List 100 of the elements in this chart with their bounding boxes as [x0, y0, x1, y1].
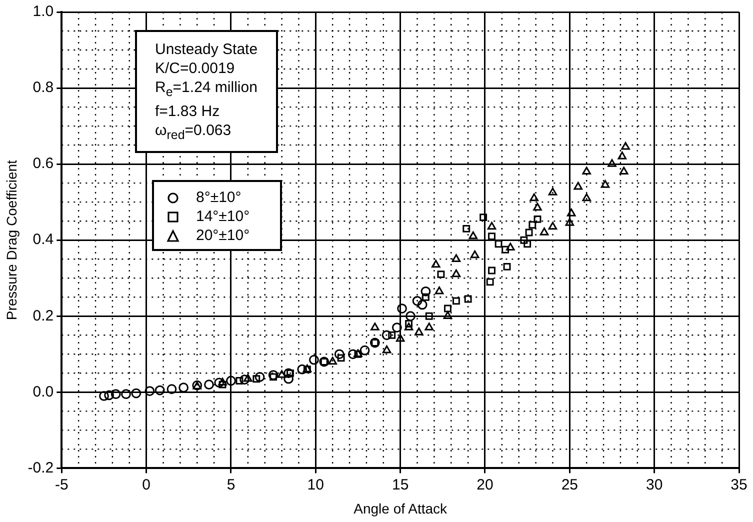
point	[533, 202, 542, 211]
point	[608, 159, 616, 167]
point	[131, 388, 142, 398]
point	[297, 364, 308, 374]
point	[144, 386, 155, 396]
point	[268, 370, 278, 380]
point	[462, 224, 470, 232]
point	[420, 286, 431, 296]
y-tick-label: 0.0	[32, 383, 54, 400]
point	[236, 377, 244, 384]
point	[494, 240, 502, 248]
point	[422, 293, 430, 301]
point	[397, 304, 407, 314]
annotation: R$_{e}$=1.24 million	[155, 78, 258, 101]
point	[488, 232, 496, 240]
y-tick-label: 1.0	[32, 3, 54, 20]
point	[110, 389, 121, 400]
y-tick-label: 0.2	[32, 307, 54, 324]
y-tick-label: 0.8	[32, 79, 54, 96]
point	[218, 380, 226, 388]
point	[204, 380, 214, 390]
point	[470, 250, 480, 258]
point	[464, 295, 472, 303]
x-tick-label: 0	[142, 476, 150, 494]
point	[619, 166, 628, 175]
point	[414, 328, 424, 336]
legend-label: 14°±10°	[196, 207, 250, 226]
point	[437, 270, 445, 278]
y-tick-label: 0.4	[32, 231, 54, 248]
point	[254, 372, 265, 382]
point	[244, 374, 252, 382]
point	[337, 354, 345, 362]
point	[252, 375, 260, 383]
point	[480, 214, 488, 222]
point	[574, 182, 583, 190]
point	[534, 215, 542, 223]
point	[468, 231, 478, 240]
point	[443, 311, 452, 319]
point	[360, 345, 370, 356]
point	[284, 368, 294, 378]
point	[582, 193, 591, 202]
point	[432, 260, 440, 268]
point	[277, 370, 286, 378]
point	[284, 374, 294, 384]
point	[286, 369, 294, 377]
point	[540, 228, 549, 236]
point	[524, 240, 532, 248]
point	[506, 242, 515, 251]
point	[452, 269, 461, 278]
point	[412, 296, 422, 306]
point	[404, 322, 414, 330]
legend-label: 8°±10°	[196, 188, 242, 207]
point	[487, 222, 496, 230]
point	[618, 152, 627, 160]
annotation: Unsteady State	[155, 40, 258, 59]
point	[270, 373, 278, 381]
point	[452, 254, 461, 262]
point	[530, 193, 538, 202]
legend-label: 20°±10°	[196, 226, 250, 245]
point	[444, 304, 452, 312]
point	[309, 354, 319, 365]
point	[425, 312, 433, 320]
point	[486, 278, 494, 286]
x-tick-label: 30	[646, 476, 663, 494]
point	[154, 385, 165, 396]
point	[452, 297, 460, 305]
point	[104, 390, 114, 400]
point	[503, 262, 511, 270]
point	[99, 391, 109, 401]
x-tick-label: 10	[307, 476, 324, 494]
x-tick-label: -5	[54, 476, 68, 494]
x-tick-label: 5	[226, 476, 236, 494]
point	[392, 322, 402, 332]
x-tick-label: 25	[561, 476, 578, 494]
y-axis-title: Pressure Drag Coefficient	[3, 160, 20, 320]
point	[214, 378, 224, 388]
point	[226, 376, 236, 386]
x-tick-label: 15	[392, 476, 409, 494]
point	[528, 221, 536, 229]
point	[240, 374, 250, 385]
point	[417, 300, 428, 310]
point	[566, 208, 576, 216]
annotation: f=1.83 Hz	[155, 102, 221, 121]
point	[328, 356, 337, 365]
x-tick-label: 35	[730, 476, 748, 494]
point	[405, 320, 413, 328]
x-axis-title: Angle of Attack	[354, 500, 448, 516]
point	[382, 345, 392, 354]
point	[434, 286, 444, 294]
point	[488, 266, 496, 274]
point	[621, 142, 630, 150]
point	[178, 382, 189, 393]
x-tick-label: 20	[476, 476, 494, 494]
point	[424, 322, 434, 330]
point	[600, 180, 610, 188]
point	[502, 246, 510, 254]
point	[388, 331, 396, 339]
point	[348, 349, 358, 360]
point	[582, 166, 591, 175]
point	[382, 330, 392, 340]
